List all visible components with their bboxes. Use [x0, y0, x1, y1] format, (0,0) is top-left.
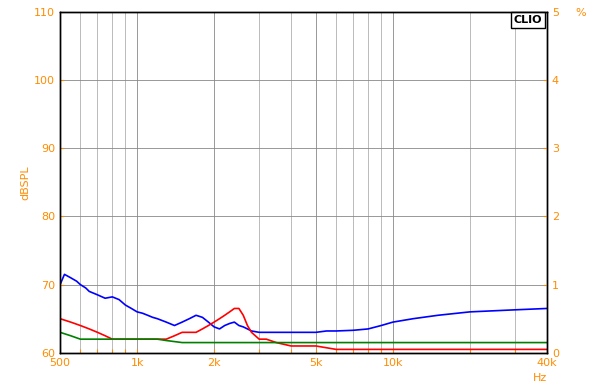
Y-axis label: dBSPL: dBSPL — [20, 165, 30, 200]
Y-axis label: %: % — [576, 8, 587, 18]
Text: Hz: Hz — [532, 373, 547, 383]
Text: CLIO: CLIO — [513, 15, 542, 25]
